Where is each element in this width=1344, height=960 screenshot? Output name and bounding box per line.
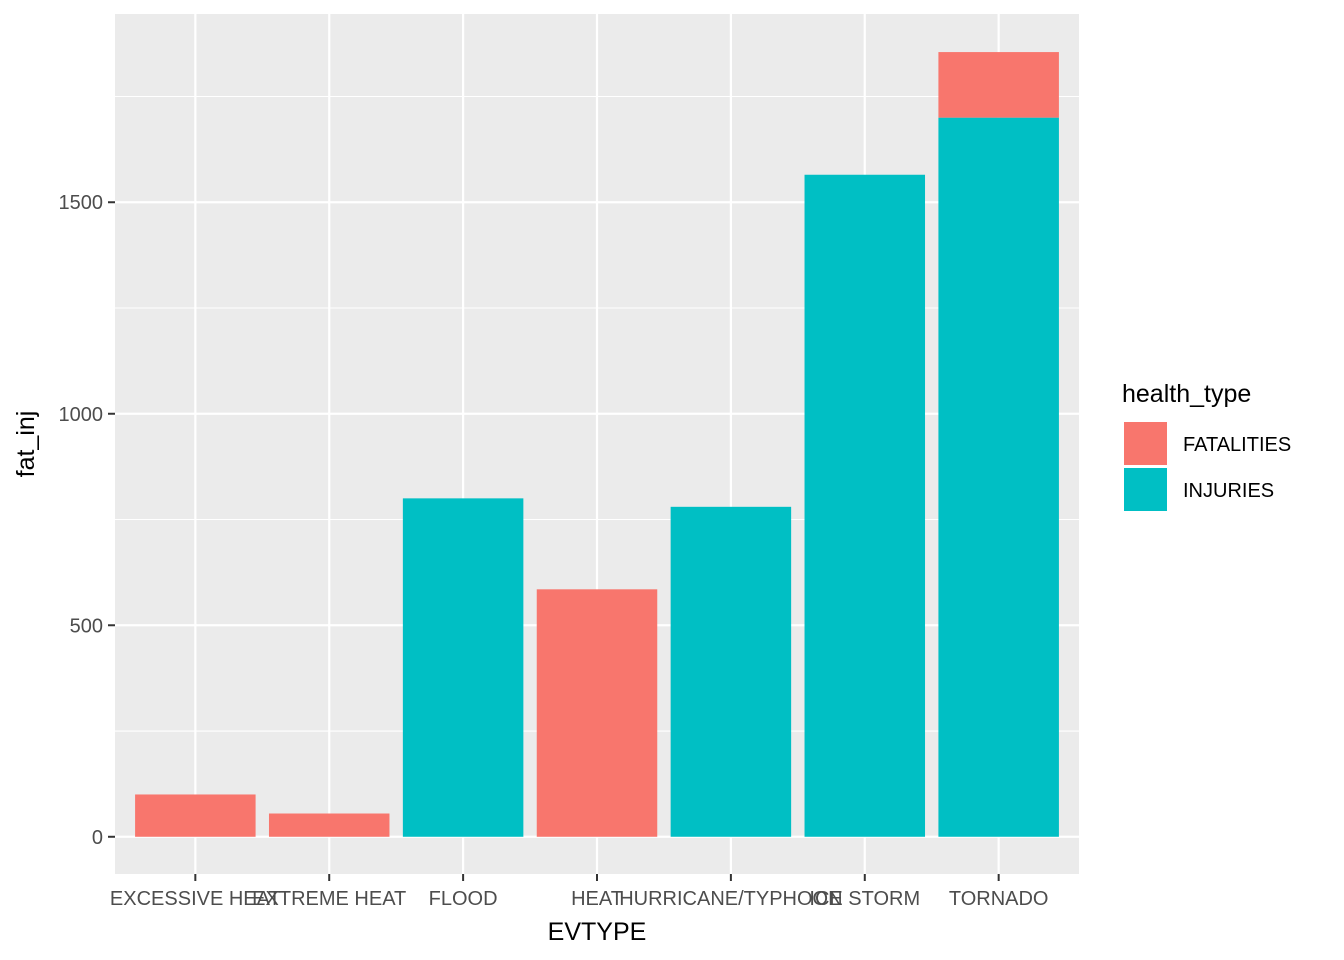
bar-injuries bbox=[402, 498, 524, 837]
y-tick-label: 1000 bbox=[59, 404, 104, 426]
y-tick-label: 500 bbox=[70, 615, 103, 637]
bars bbox=[135, 52, 1059, 837]
bar-fatalities bbox=[938, 52, 1059, 118]
bar-injuries bbox=[804, 174, 926, 837]
x-tick-label: HEAT bbox=[571, 888, 623, 910]
legend: health_type FATALITIES INJURIES bbox=[1122, 380, 1291, 511]
x-axis-title: EVTYPE bbox=[548, 918, 647, 946]
x-tick-label: EXTREME HEAT bbox=[252, 888, 406, 910]
bar-fatalities bbox=[268, 813, 390, 837]
y-axis-title: fat_inj bbox=[12, 411, 40, 478]
bar-fatalities bbox=[135, 794, 256, 837]
x-tick-label: ICE STORM bbox=[809, 888, 920, 910]
bar-injuries bbox=[938, 117, 1059, 837]
legend-label: FATALITIES bbox=[1183, 434, 1291, 456]
legend-swatch-fatalities bbox=[1124, 422, 1167, 465]
x-tick-label: EXCESSIVE HEAT bbox=[110, 888, 281, 910]
legend-swatch-injuries bbox=[1124, 468, 1167, 511]
y-tick-label: 1500 bbox=[59, 192, 104, 214]
x-tick-label: HURRICANE/TYPHOON bbox=[619, 888, 842, 910]
y-axis: 0 500 1000 1500 bbox=[59, 192, 115, 849]
bar-injuries bbox=[670, 506, 792, 837]
legend-label: INJURIES bbox=[1183, 480, 1274, 502]
x-tick-label: TORNADO bbox=[949, 888, 1049, 910]
x-tick-label: FLOOD bbox=[429, 888, 498, 910]
y-tick-label: 0 bbox=[92, 827, 103, 849]
bar-fatalities bbox=[536, 589, 658, 837]
legend-title: health_type bbox=[1122, 380, 1251, 408]
